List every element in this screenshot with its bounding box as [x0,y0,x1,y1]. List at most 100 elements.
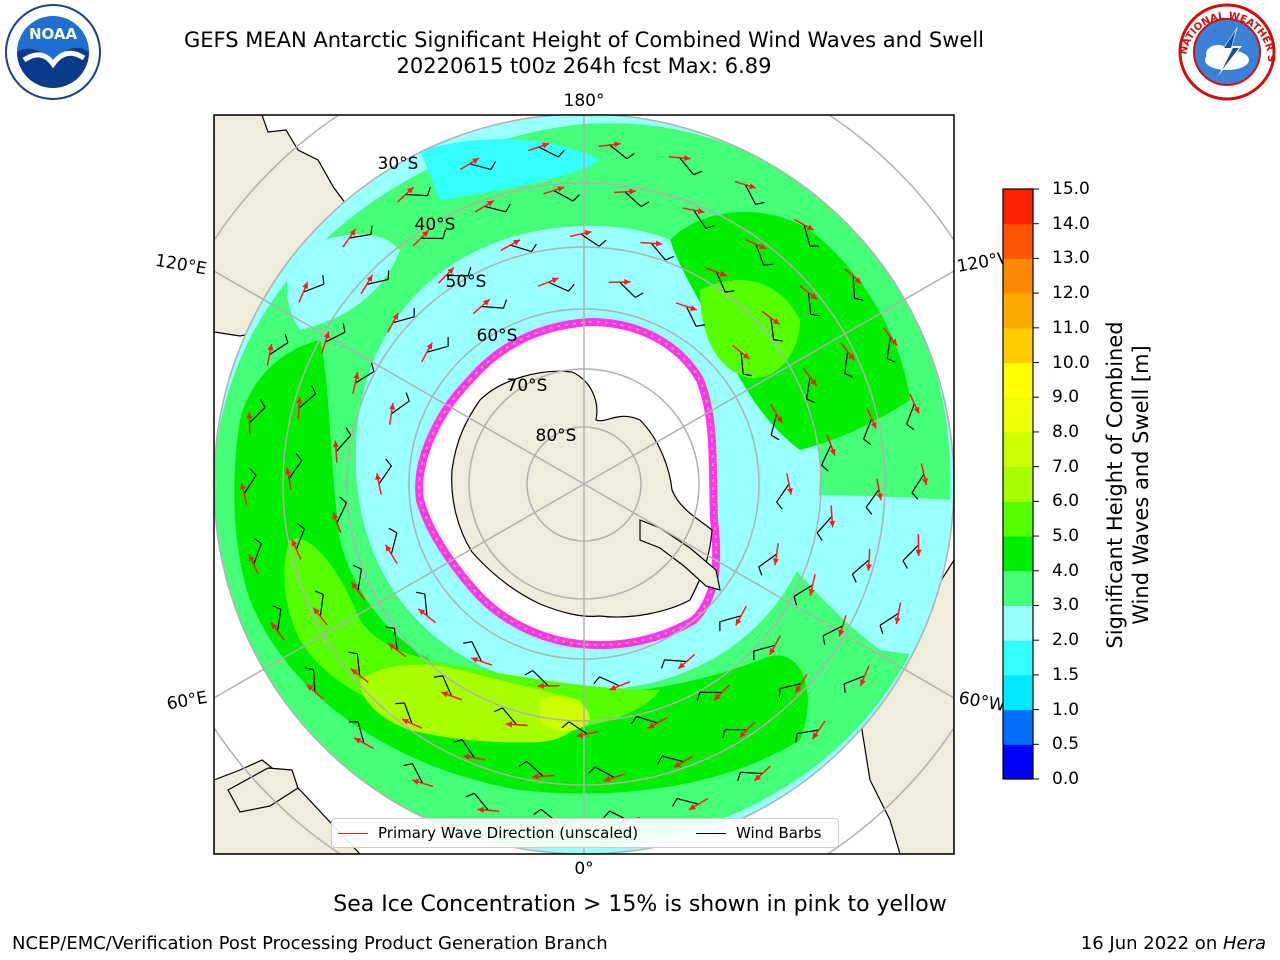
wind-barb [288,453,303,479]
wind-barb [851,559,870,583]
wave-arrow [500,239,521,251]
wind-barb [865,489,880,515]
wind-barb [352,564,363,591]
wind-barb [740,352,753,377]
map-border [213,114,955,855]
wave-arrow [682,207,705,214]
wave-arrow [528,142,550,152]
wave-arrow [474,199,495,213]
colorbar-segment [1003,605,1033,641]
wave-arrow [375,473,382,495]
wave-arrow [296,397,303,420]
colorbar-tick-label: 13.0 [1052,248,1090,269]
wind-barb [650,242,674,261]
wind-barb [481,299,508,309]
legend-item-wave: Primary Wave Direction (unscaled) [338,824,638,842]
wind-barb [378,458,392,485]
wind-barb [253,537,262,565]
wave-arrow [770,404,784,424]
wave-arrow [772,543,780,566]
chart-subtitle: 20220615 t00z 264h fcst Max: 6.89 [396,54,772,78]
wave-arrow [421,342,433,363]
wave-arrow [350,581,366,601]
wind-barb [803,224,819,247]
wave-arrow [532,773,555,780]
wind-barb [348,651,361,676]
wind-barb [249,399,266,424]
colorbar-segment [1003,674,1033,711]
wave-arrow [598,141,621,148]
wave-arrow [459,157,480,171]
lon-label-top: 180° [564,91,605,111]
wave-arrow [734,180,757,190]
wind-barbs [243,144,925,824]
wave-arrow [909,393,920,415]
colorbar-title: Significant Height of Combined Wind Wave… [1102,321,1154,648]
wind-barb [744,184,765,205]
wind-barb [844,351,854,378]
colorbar-segment [1003,397,1033,433]
wave-arrow [576,730,599,738]
wind-barb [580,233,607,247]
wave-arrow [543,186,565,195]
latitude-labels: 30°S 40°S 50°S 60°S 70°S 80°S [378,154,577,446]
antarctica [415,317,721,649]
wave-arrow [240,482,248,505]
wave-arrow [321,331,330,353]
wave-arrow [332,440,339,463]
lon-label-upper-left: 120°E [154,251,208,280]
wind-barb [561,721,588,735]
wind-barb [672,798,699,807]
wind-barb [303,275,325,293]
wind-barb [269,333,289,356]
wave-arrow [312,607,328,626]
wave-arrow [894,602,902,625]
wave-arrow [731,344,751,360]
wind-barb [518,760,544,777]
wind-barb [693,209,715,229]
wave-arrow [463,754,486,761]
wind-barb [349,225,373,239]
wave-arrow [387,642,407,658]
colorbar-tick-label: 5.0 [1052,526,1080,547]
colorbar-segment [1003,709,1033,745]
wave-arrow [713,684,731,701]
wave-arrow [844,268,862,285]
wave-arrow [417,608,437,624]
wave-arrow [306,683,324,700]
colorbar-segment [1003,258,1033,294]
wave-arrow [440,691,463,701]
antarctic-peninsula [639,519,721,591]
wind-barb [494,707,518,726]
wind-barb [433,675,453,697]
wind-barb [553,190,580,202]
wave-arrow [876,478,883,501]
footer-host: Hera [1222,933,1266,954]
wind-barb [395,702,413,724]
wind-barb [619,281,644,299]
colorbar-tick-label: 4.0 [1052,560,1080,581]
wave-arrow [640,240,663,247]
wind-barb [719,615,742,631]
wave-arrow [794,673,808,694]
lat-label-80s: 80°S [536,426,577,446]
wave-arrow [769,635,781,656]
colorbar-segment [1003,536,1033,572]
wind-barb [336,496,348,524]
lat-label-50s: 50°S [446,272,487,292]
wind-barb [793,584,814,606]
wave-arrow [647,717,668,729]
band-6-7 [360,664,583,743]
wind-barb [391,392,410,415]
wind-barb [538,146,565,158]
wind-barb [657,755,684,765]
wind-barb [243,468,257,495]
wave-arrow [802,367,818,387]
band-5-6-east [700,280,800,379]
wave-arrow [352,372,360,394]
wind-barb [807,292,820,317]
wave-arrow [332,512,342,534]
colorbar-title-line1: Significant Height of Combined [1103,321,1127,649]
wind-barb [469,161,496,170]
